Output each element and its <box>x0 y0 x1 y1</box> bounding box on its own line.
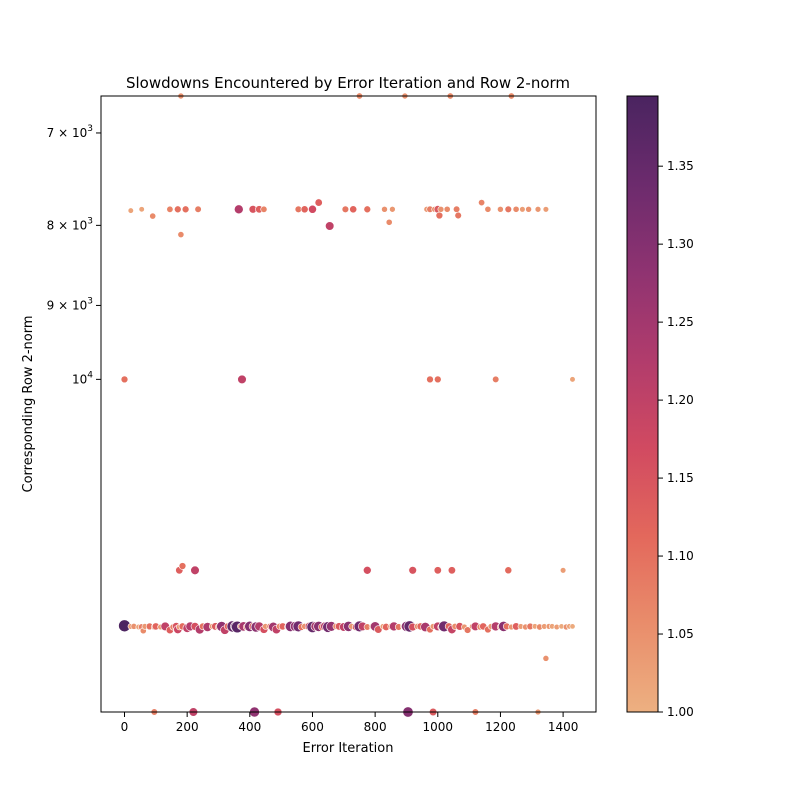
x-tick-label: 400 <box>238 720 261 734</box>
x-tick-label: 1200 <box>485 720 516 734</box>
data-point <box>385 218 393 226</box>
data-point <box>484 205 492 213</box>
y-tick-label: 7 × 103 <box>47 124 93 140</box>
colorbar-tick-label: 1.05 <box>667 627 694 641</box>
y-tick-label: 8 × 103 <box>47 216 93 232</box>
data-point <box>178 562 187 570</box>
data-point <box>443 205 451 213</box>
data-point <box>542 206 550 213</box>
data-point <box>314 198 323 207</box>
data-point <box>519 206 526 213</box>
x-tick-label: 800 <box>364 720 387 734</box>
data-point <box>559 567 567 574</box>
data-point <box>381 205 388 213</box>
data-point <box>437 205 445 213</box>
data-point <box>426 375 434 384</box>
data-point <box>542 655 550 662</box>
colorbar-tick-label: 1.30 <box>667 237 694 251</box>
data-point <box>447 566 456 575</box>
y-axis-label: Corresponding Row 2-norm <box>21 315 36 492</box>
colorbar <box>626 95 659 713</box>
chart-title: Slowdowns Encountered by Error Iteration… <box>126 74 570 92</box>
colorbar-tick-label: 1.10 <box>667 549 694 563</box>
data-point <box>194 205 202 213</box>
colorbar-tick-label: 1.20 <box>667 393 694 407</box>
data-point <box>260 205 268 213</box>
data-point <box>433 566 442 575</box>
x-tick-label: 1000 <box>423 720 454 734</box>
data-point <box>190 565 200 575</box>
data-point <box>478 199 486 207</box>
data-point <box>349 205 358 214</box>
x-tick-label: 0 <box>121 720 129 734</box>
data-point <box>504 566 513 575</box>
x-tick-label: 1400 <box>548 720 579 734</box>
data-point <box>300 205 309 214</box>
data-point <box>512 205 520 213</box>
data-point <box>341 205 350 213</box>
data-point <box>181 205 190 214</box>
x-axis: 0 200 400 600 800 1000 1200 1400 <box>121 712 579 734</box>
data-point <box>177 231 185 239</box>
x-tick-label: 600 <box>301 720 324 734</box>
y-tick-label: 9 × 103 <box>47 296 93 312</box>
data-point <box>569 376 576 383</box>
colorbar-tick-label: 1.25 <box>667 315 694 329</box>
data-point <box>435 211 444 220</box>
data-point <box>237 374 247 385</box>
data-point <box>454 211 462 220</box>
y-axis: 7 × 103 8 × 103 9 × 103 104 <box>47 124 101 386</box>
data-point <box>149 212 157 220</box>
x-axis-label: Error Iteration <box>303 741 394 756</box>
data-point <box>389 206 396 213</box>
data-point <box>120 375 129 384</box>
data-point <box>569 623 576 630</box>
data-point <box>138 206 145 213</box>
data-point <box>525 205 532 213</box>
colorbar-tick-label: 1.15 <box>667 471 694 485</box>
points-layer <box>118 92 576 718</box>
data-point <box>492 375 500 383</box>
data-point <box>534 206 542 213</box>
data-point <box>166 205 174 213</box>
data-point <box>434 375 442 384</box>
data-point <box>363 205 372 214</box>
data-point <box>363 566 372 575</box>
data-point <box>308 204 317 214</box>
data-point <box>408 566 417 575</box>
plot-frame <box>100 95 597 713</box>
data-point <box>174 205 182 214</box>
colorbar-axis: 1.00 1.05 1.10 1.15 1.20 1.25 1.30 1.35 <box>658 159 694 719</box>
colorbar-tick-label: 1.00 <box>667 705 694 719</box>
data-point <box>453 205 461 213</box>
x-tick-label: 200 <box>176 720 199 734</box>
colorbar-tick-label: 1.35 <box>667 159 694 173</box>
data-point <box>127 207 134 214</box>
y-tick-label: 104 <box>72 370 93 386</box>
data-point <box>497 205 504 213</box>
data-point <box>504 205 512 213</box>
data-point <box>463 626 472 634</box>
data-point <box>325 221 335 231</box>
data-point <box>234 204 244 215</box>
